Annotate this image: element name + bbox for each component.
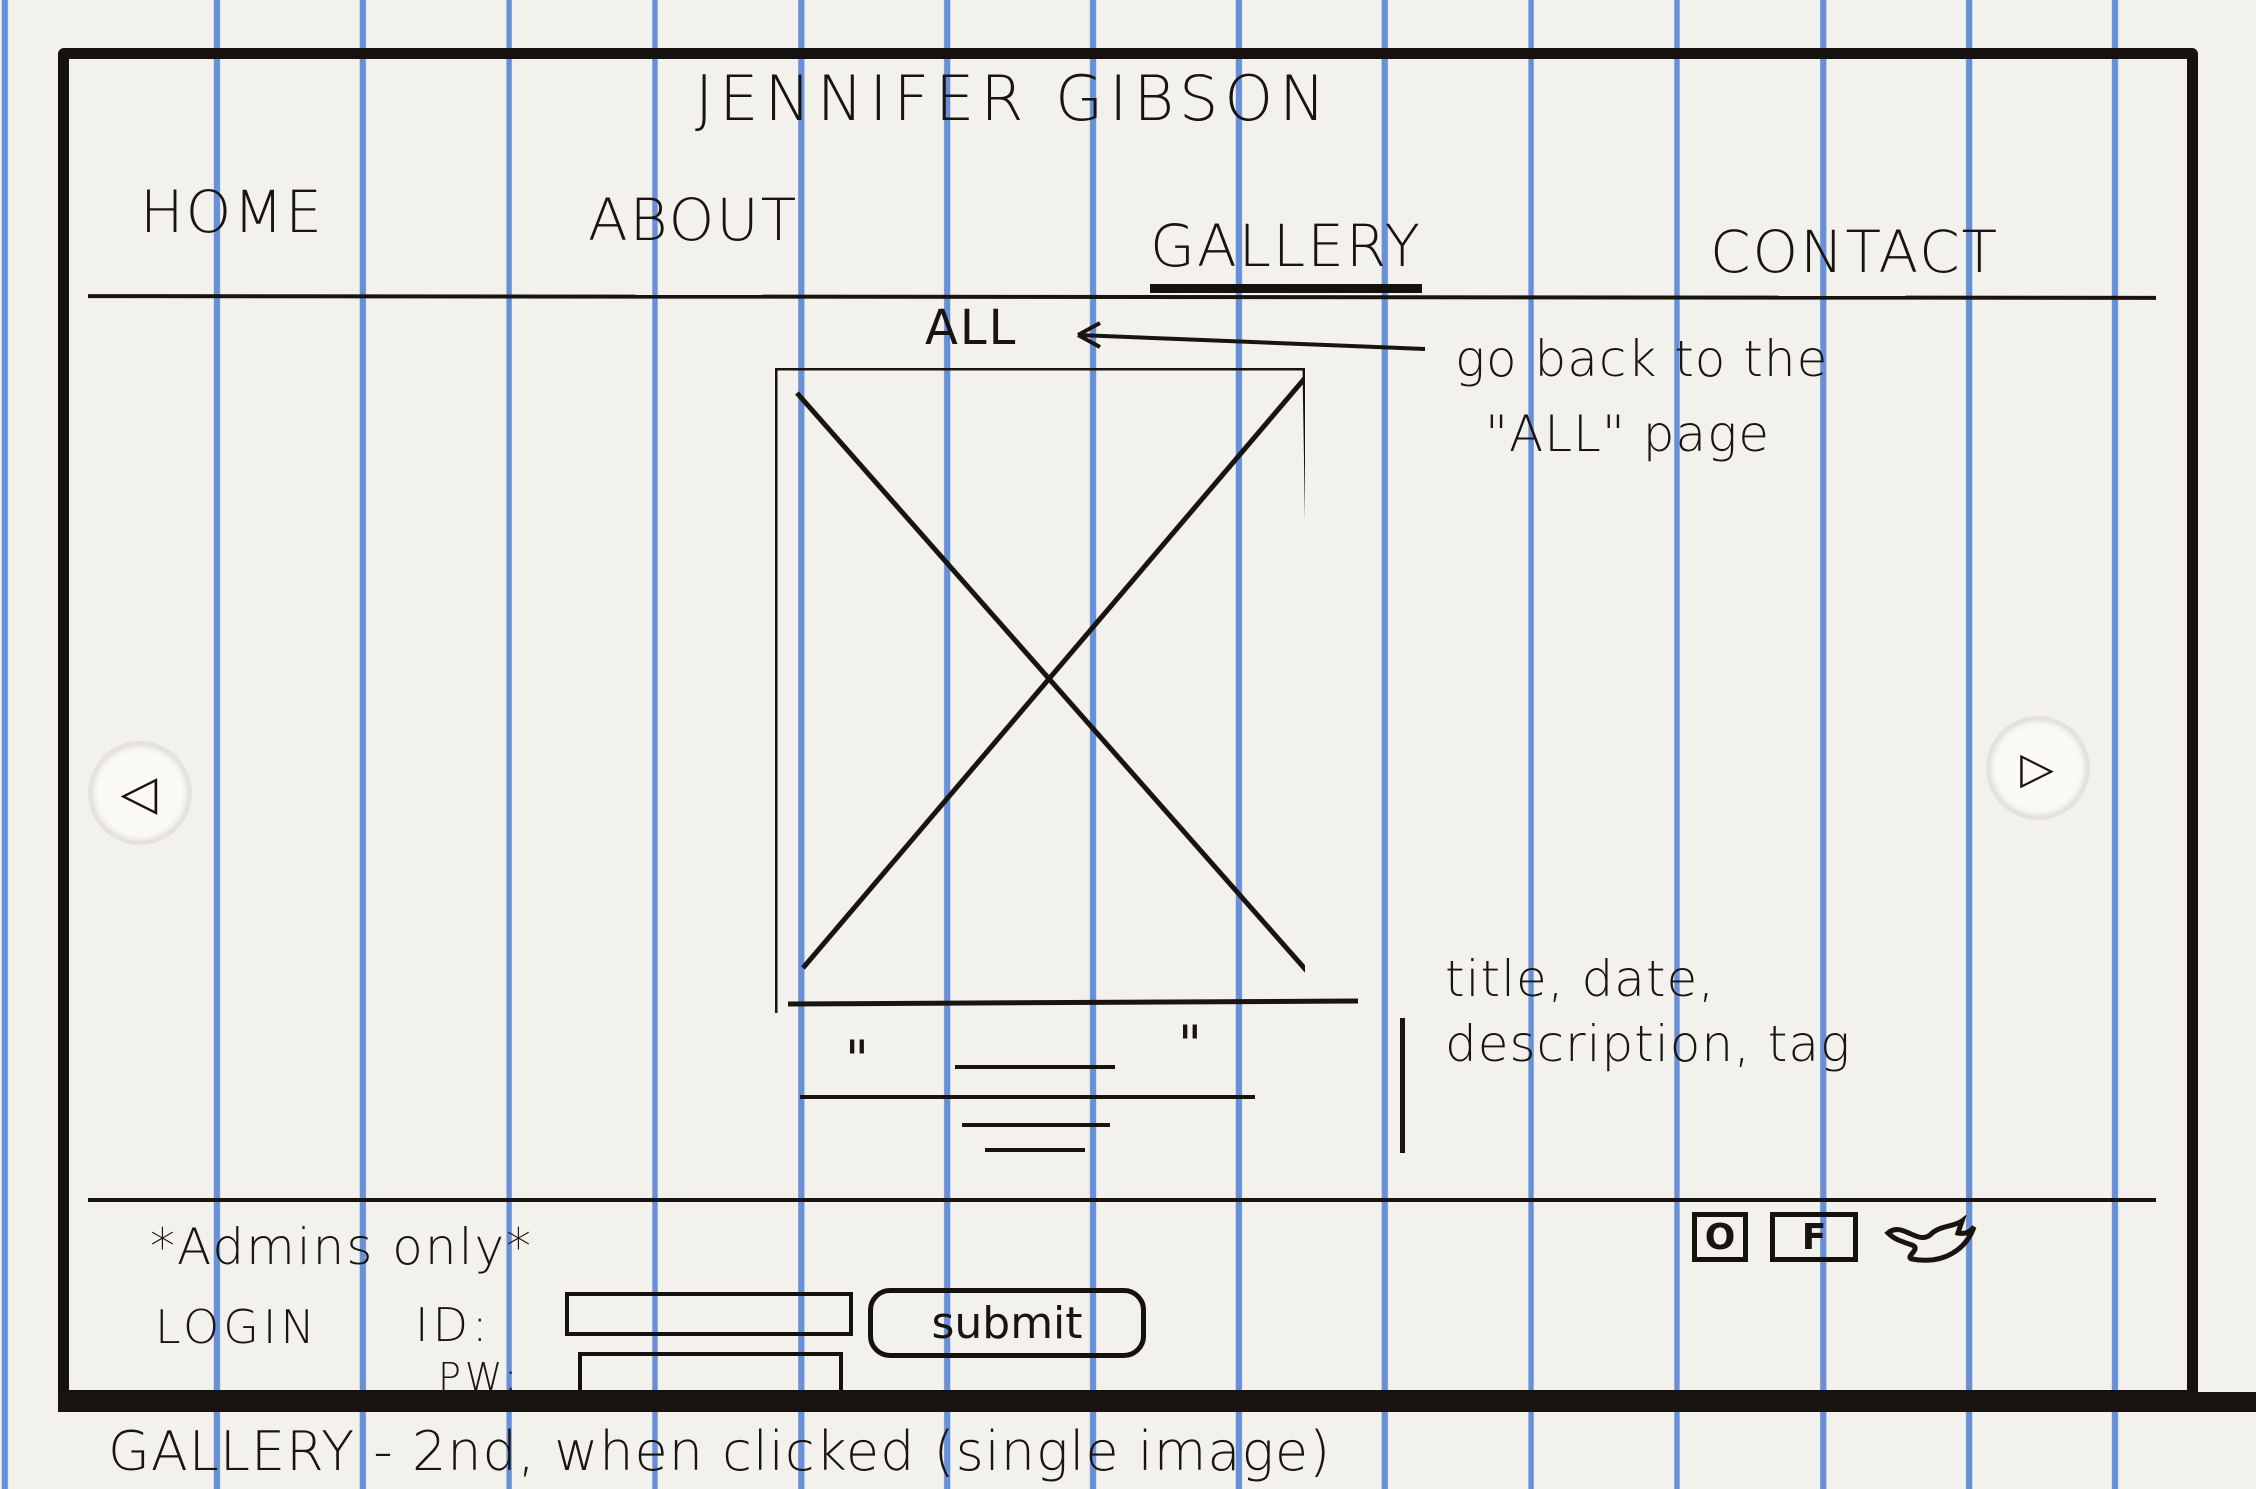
sheet-bottom-bar	[58, 1392, 2256, 1412]
nav-item-about[interactable]: ABOUT	[588, 186, 799, 254]
caption-open-quote: "	[845, 1030, 871, 1090]
image-placeholder[interactable]	[775, 368, 1305, 1013]
note-go-back: go back to the	[1455, 330, 1829, 388]
prev-arrow-icon: ◁	[120, 765, 160, 821]
annotation-bracket	[1400, 1018, 1405, 1153]
caption-text-line-3	[985, 1148, 1085, 1152]
twitter-icon[interactable]	[1882, 1215, 1977, 1270]
facebook-glyph: F	[1801, 1216, 1827, 1258]
nav-item-contact[interactable]: CONTACT	[1710, 218, 2000, 286]
note-image-info: title, date,	[1445, 950, 1716, 1008]
next-arrow-icon: ▷	[2020, 742, 2056, 794]
footer-divider	[88, 1198, 2156, 1202]
admin-only-note: *Admins only*	[150, 1218, 534, 1276]
next-image-button[interactable]: ▷	[1990, 720, 2086, 816]
sheet-caption: GALLERY - 2nd, when clicked (single imag…	[108, 1420, 1332, 1483]
annotation-arrow	[1077, 321, 1426, 351]
all-link[interactable]: ALL	[925, 300, 1018, 356]
prev-image-button[interactable]: ◁	[92, 745, 188, 841]
caption-close-quote: "	[1178, 1015, 1204, 1075]
caption-title-line	[955, 1065, 1115, 1069]
instagram-icon[interactable]: O	[1692, 1212, 1748, 1262]
facebook-icon[interactable]: F	[1770, 1212, 1858, 1262]
caption-text-line-2	[962, 1123, 1110, 1127]
site-title: JENNIFER GIBSON	[695, 62, 1332, 135]
password-field[interactable]	[578, 1352, 843, 1394]
id-label: ID:	[415, 1298, 492, 1352]
submit-button[interactable]: submit	[868, 1288, 1146, 1358]
caption-text-line-1	[800, 1095, 1255, 1099]
note-image-info-2: description, tag	[1445, 1015, 1852, 1073]
nav-item-gallery[interactable]: GALLERY	[1150, 212, 1422, 293]
instagram-glyph: O	[1704, 1216, 1736, 1258]
login-label: LOGIN	[155, 1300, 319, 1354]
note-all-page: "ALL" page	[1485, 405, 1770, 463]
login-id-field[interactable]	[565, 1292, 853, 1336]
nav-item-home[interactable]: HOME	[140, 178, 324, 246]
